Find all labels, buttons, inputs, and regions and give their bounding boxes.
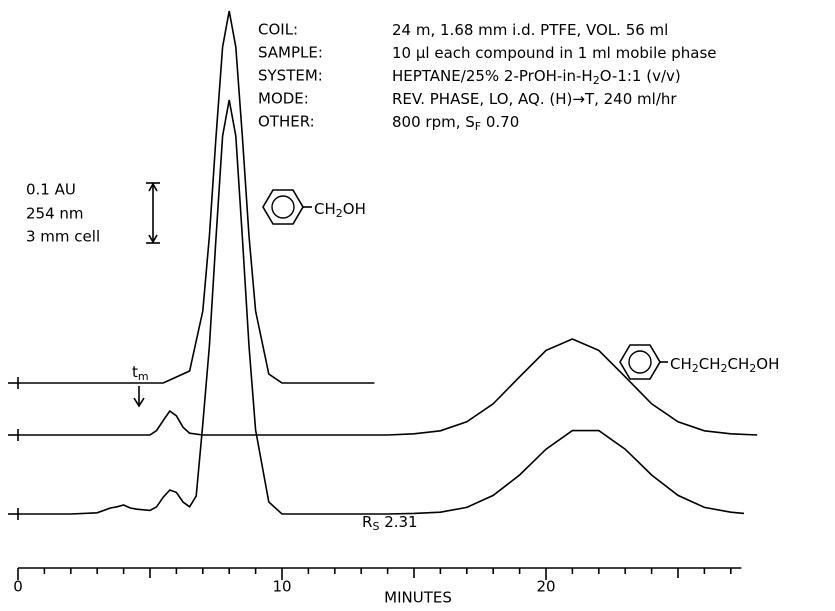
text-run: CH	[728, 355, 750, 373]
subscript: S	[372, 520, 379, 533]
scale-bar-label: 0.1 AU	[26, 181, 76, 199]
text-run: CH	[699, 355, 721, 373]
x-tick-label: 0	[13, 578, 23, 596]
text-run: OH	[756, 355, 779, 373]
tm-label: tm	[132, 363, 149, 384]
compound-label: CH2OH	[314, 200, 366, 221]
x-axis-label: MINUTES	[384, 589, 452, 607]
condition-value: REV. PHASE, LO, AQ. (H)→T, 240 ml/hr	[392, 90, 677, 108]
scale-bar-arrow	[148, 182, 158, 192]
compound-label: CH2CH2CH2OH	[670, 355, 779, 376]
condition-value: 24 m, 1.68 mm i.d. PTFE, VOL. 56 ml	[392, 21, 668, 39]
condition-label: SYSTEM:	[258, 67, 323, 85]
benzene-ring	[619, 344, 668, 380]
subscript: 2	[749, 362, 756, 375]
trace	[18, 338, 758, 436]
condition-label: SAMPLE:	[258, 44, 323, 62]
condition-value: HEPTANE/25% 2-PrOH-in-H2O-1:1 (v/v)	[392, 67, 681, 88]
x-tick-label: 20	[536, 578, 555, 596]
text-run: 2.31	[379, 513, 417, 531]
subscript: 2	[336, 207, 343, 220]
subscript: 2	[692, 362, 699, 375]
subscript: m	[138, 370, 149, 383]
condition-value: 800 rpm, SF 0.70	[392, 113, 519, 134]
text-run: OH	[343, 200, 366, 218]
scale-bar-arrow	[148, 234, 158, 244]
condition-label: MODE:	[258, 90, 309, 108]
x-tick-label: 10	[272, 578, 291, 596]
trace	[18, 10, 375, 384]
text-run: REV. PHASE, LO, AQ. (H)→T, 240 ml/hr	[392, 90, 677, 108]
resolution-label: RS 2.31	[362, 513, 418, 534]
text-run: O-1:1 (v/v)	[600, 67, 681, 85]
text-run: 24 m, 1.68 mm i.d. PTFE, VOL. 56 ml	[392, 21, 668, 39]
trace	[18, 99, 745, 515]
text-run: R	[362, 513, 372, 531]
text-run: CH	[314, 200, 336, 218]
benzene-ring	[262, 189, 312, 225]
text-run: 800 rpm, S	[392, 113, 475, 131]
condition-label: COIL:	[258, 21, 298, 39]
text-run: HEPTANE/25% 2-PrOH-in-H	[392, 67, 593, 85]
scale-note: 254 nm	[26, 205, 84, 223]
text-run: 10 μl each compound in 1 ml mobile phase	[392, 44, 717, 62]
text-run: CH	[670, 355, 692, 373]
scale-note: 3 mm cell	[26, 228, 100, 246]
subscript: F	[475, 120, 481, 133]
condition-label: OTHER:	[258, 113, 315, 131]
condition-value: 10 μl each compound in 1 ml mobile phase	[392, 44, 717, 62]
text-run: t	[132, 363, 138, 381]
subscript: 2	[593, 74, 600, 87]
tm-arrow	[133, 386, 145, 408]
subscript: 2	[721, 362, 728, 375]
text-run: 0.70	[481, 113, 519, 131]
